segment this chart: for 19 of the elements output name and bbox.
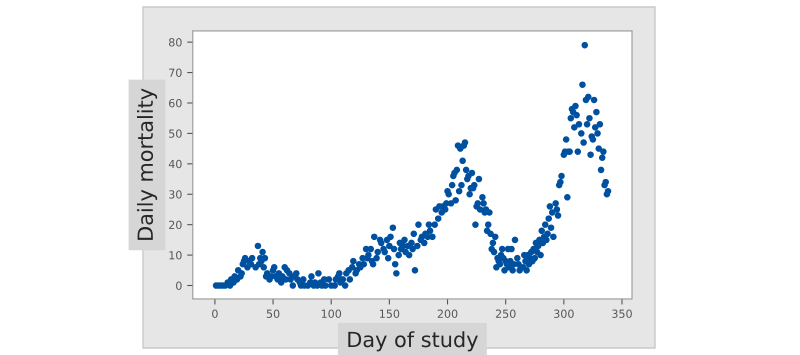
y-tick-label: 0: [176, 282, 182, 290]
y-tick-label: 80: [169, 38, 182, 47]
x-tick-label: 250: [496, 310, 516, 318]
y-tick-label: 30: [169, 190, 182, 199]
y-tick-label: 50: [169, 129, 182, 138]
y-tick-label: 70: [169, 68, 182, 77]
y-tick-label: 10: [169, 251, 182, 260]
y-axis-title: Daily mortality: [136, 88, 158, 240]
x-tick-label: 0: [212, 310, 218, 318]
x-tick-label: 300: [554, 310, 574, 318]
y-tick-label: 60: [169, 98, 182, 108]
x-axis-title: Day of study: [348, 331, 478, 352]
y-tick-label: 20: [169, 220, 182, 230]
x-tick-label: 150: [380, 310, 400, 318]
x-tick-label: 200: [438, 310, 458, 318]
x-tick-label: 50: [266, 310, 280, 318]
y-tick-label: 40: [168, 160, 182, 168]
x-tick-label: 100: [322, 310, 342, 318]
x-tick-label: 350: [612, 310, 632, 318]
